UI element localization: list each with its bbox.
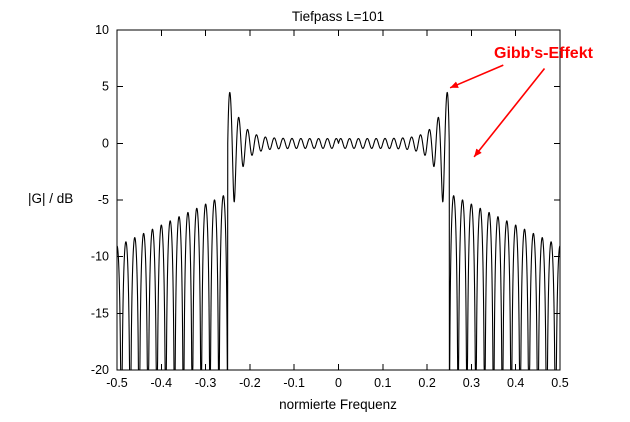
x-tick-label: 0.5 (551, 376, 568, 390)
x-tick-label: 0.4 (507, 376, 524, 390)
y-tick-label: -5 (98, 193, 109, 207)
x-tick-label: -0.2 (239, 376, 261, 390)
y-tick-label: 10 (95, 23, 109, 37)
x-tick-label: -0.4 (151, 376, 173, 390)
y-tick-label: -15 (91, 306, 109, 320)
x-tick-label: 0.2 (418, 376, 435, 390)
x-tick-label: -0.1 (283, 376, 305, 390)
gibbs-arrows (449, 64, 546, 158)
y-tick-label: 5 (102, 80, 109, 94)
x-tick-label: 0.1 (374, 376, 391, 390)
y-tick-label: -10 (91, 250, 109, 264)
gibbs-annotation: Gibb's-Effekt (494, 45, 593, 62)
x-tick-label: -0.3 (195, 376, 217, 390)
plot-border (116, 29, 561, 371)
gibbs-arrow (473, 68, 546, 158)
x-tick-label: 0.3 (463, 376, 480, 390)
x-tick-label: -0.5 (106, 376, 128, 390)
axis-ticks (116, 29, 561, 371)
chart-title: Tiefpass L=101 (292, 9, 384, 24)
y-tick-label: 0 (102, 136, 109, 150)
x-tick-label: 0 (335, 376, 342, 390)
y-axis-label: |G| / dB (28, 191, 73, 206)
magnitude-curve (116, 91, 561, 371)
y-tick-label: -20 (91, 363, 109, 377)
x-axis-label: normierte Frequenz (279, 397, 397, 412)
axis-tick-labels: -0.5 -0.4 -0.3 -0.2 -0.1 0 0.1 0.2 0.3 0.4 0.5 10 5 0… (91, 23, 569, 390)
gibbs-arrow (449, 64, 504, 89)
